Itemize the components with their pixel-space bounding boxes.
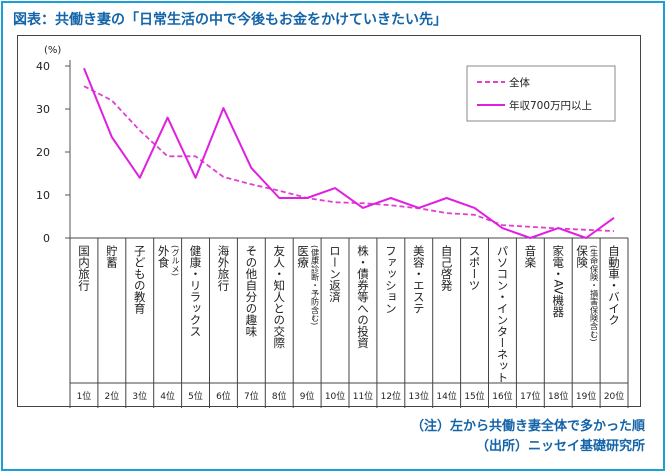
category-label: 貯蓄 [105, 245, 119, 268]
y-tick-label: 10 [36, 189, 50, 202]
category-label: スポーツ [468, 245, 482, 291]
rank-label: 12位 [381, 390, 401, 402]
rank-label: 17位 [520, 390, 540, 402]
category-label: 子どもの教育 [133, 245, 147, 315]
legend-box [466, 65, 616, 122]
rank-label: 18位 [548, 390, 568, 402]
series-line-1 [83, 85, 615, 232]
category-label: 医療 [296, 245, 310, 268]
rank-label: 8位 [272, 390, 287, 402]
category-label: 美容・エステ [412, 244, 426, 314]
y-axis-unit: (%) [44, 45, 61, 56]
legend-label-2: 年収700万円以上 [509, 99, 592, 112]
rank-label: 4位 [160, 390, 175, 402]
category-label: 保険 [575, 244, 589, 269]
category-label: パソコン・インターネット [495, 245, 509, 383]
rank-label: 13位 [409, 390, 429, 402]
category-label: 友人・知人との交際 [272, 244, 286, 348]
line-chart: (%) 0 10 20 30 40 国内旅行 1位 貯蓄 2位 子どもの教育 3位 外食 (グルメ) 4位 健… [36, 45, 629, 408]
category-label: 家電・AV機器 [551, 244, 565, 318]
category-label: 国内旅行 [77, 245, 91, 292]
category-label: 海外旅行 [216, 244, 230, 292]
figure-frame: 図表：共働き妻の「日常生活の中で今後もお金をかけていきたい先」 (%) 0 10 20… [1, 1, 665, 471]
figure-title: 図表：共働き妻の「日常生活の中で今後もお金をかけていきたい先」 [13, 12, 447, 28]
footnote-note: （注）左から共働き妻全体で多かった順 [410, 419, 645, 434]
category-label: 自動車・バイク [607, 245, 621, 326]
rank-label: 6位 [216, 390, 231, 402]
chart-panel: (%) 0 10 20 30 40 国内旅行 1位 貯蓄 2位 子どもの教育 3位 外食 (グルメ) 4位 健… [17, 35, 641, 408]
rank-label: 11位 [353, 390, 373, 402]
series-line-2 [83, 67, 615, 239]
category-label: 音楽 [523, 244, 537, 269]
y-tick-label: 0 [43, 232, 50, 245]
footnote-source: （出所）ニッセイ基礎研究所 [475, 439, 645, 454]
rank-label: 9位 [300, 390, 315, 402]
category-label: ローン返済 [328, 245, 342, 303]
y-tick-label: 20 [36, 146, 50, 159]
rank-label: 3位 [132, 390, 147, 402]
category-label: その他自分の趣味 [244, 245, 258, 337]
category-label: 外食 [157, 245, 171, 269]
rank-label: 15位 [464, 390, 484, 402]
category-label: 自己啓発 [440, 245, 454, 292]
category-sublabel: (生命保険・損害保険含む) [589, 245, 599, 342]
category-label: 健康・リラックス [189, 245, 203, 337]
rank-label: 10位 [325, 390, 345, 402]
rank-label: 16位 [492, 390, 512, 402]
category-sublabel: (グルメ) [171, 245, 181, 276]
rank-label: 7位 [244, 390, 259, 402]
rank-label: 19位 [576, 390, 596, 402]
rank-label: 1位 [77, 390, 92, 402]
category-label: ファッション [384, 245, 398, 314]
rank-label: 2位 [104, 390, 119, 402]
category-sublabel: (健康診断・予防含む) [310, 245, 320, 325]
y-tick-label: 30 [36, 103, 50, 116]
y-tick-label: 40 [36, 60, 50, 73]
legend-label-1: 全体 [509, 76, 530, 89]
rank-label: 14位 [436, 390, 456, 402]
rank-label: 20位 [604, 390, 624, 402]
category-label: 株・債券等への投資 [356, 244, 370, 348]
rank-label: 5位 [188, 390, 203, 402]
